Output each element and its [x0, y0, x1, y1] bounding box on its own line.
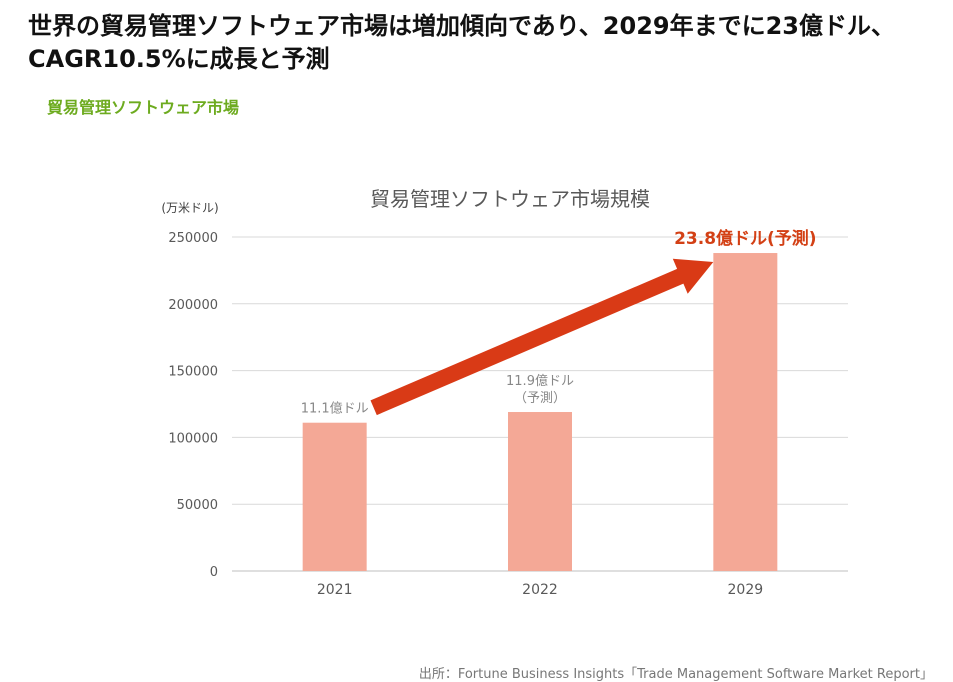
bar-value-label: 11.9億ドル: [506, 373, 574, 389]
y-tick-label: 250000: [168, 231, 218, 246]
x-tick-label: 2022: [522, 582, 558, 598]
chart-title: 貿易管理ソフトウェア市場規模: [370, 187, 650, 211]
x-tick-label: 2021: [317, 582, 353, 598]
bar-value-label: 11.1億ドル: [301, 401, 369, 417]
y-tick-label: 100000: [168, 431, 218, 446]
y-tick-label: 150000: [168, 365, 218, 380]
bar-value-label: （予測）: [514, 391, 566, 406]
headline: 世界の貿易管理ソフトウェア市場は増加傾向であり、2029年までに23億ドル、CA…: [28, 12, 895, 73]
y-axis-ticks: 0 50000 100000 150000 200000 250000: [168, 231, 218, 580]
growth-arrow-group: [370, 258, 714, 416]
bar: [713, 253, 778, 572]
bar-chart: 貿易管理ソフトウェア市場規模 (万米ドル) 0 50000 100000 150000…: [161, 187, 848, 598]
bar: [302, 422, 367, 571]
y-tick-label: 200000: [168, 298, 218, 313]
y-tick-label: 50000: [177, 498, 218, 513]
growth-arrow: [370, 258, 714, 416]
y-tick-label: 0: [210, 565, 218, 580]
x-tick-label: 2029: [728, 582, 764, 598]
bar-value-label: 23.8億ドル(予測): [674, 228, 816, 249]
y-axis-unit: (万米ドル): [161, 201, 218, 215]
bar-labels: 11.1億ドル 11.9億ドル （予測） 23.8億ドル(予測): [301, 228, 817, 417]
chart-subheading: 貿易管理ソフトウェア市場: [47, 98, 240, 117]
bar: [508, 412, 572, 571]
bars: [302, 253, 778, 572]
source-note: 出所：Fortune Business Insights「Trade Manag…: [418, 667, 933, 682]
x-axis-ticks: 2021 2022 2029: [317, 582, 763, 598]
